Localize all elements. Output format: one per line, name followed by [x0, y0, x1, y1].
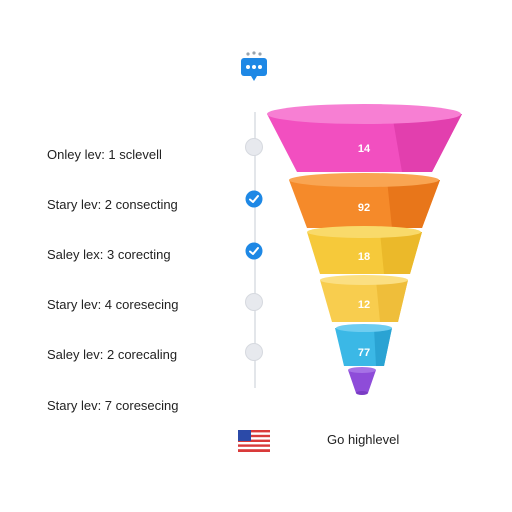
- funnel-stage-3-value: 18: [358, 251, 370, 263]
- funnel-chart: 14 92 18 12 77: [267, 104, 462, 395]
- funnel-stage-4: 12: [320, 275, 408, 322]
- step-label-2: Stary lev: 2 consecting: [47, 197, 178, 212]
- step-marker-pending: [245, 343, 263, 361]
- chat-bubble-icon: [241, 51, 267, 81]
- step-label-1: Onley lev: 1 sclevell: [47, 147, 162, 162]
- check-circle-icon: [245, 242, 263, 260]
- step-marker-pending: [245, 293, 263, 311]
- funnel-stage-4-value: 12: [358, 299, 370, 311]
- step-label-4: Stary lev: 4 coresecing: [47, 297, 179, 312]
- funnel-stage-6: [348, 367, 376, 395]
- check-circle-icon: [245, 190, 263, 208]
- funnel-stage-2: 92: [289, 173, 440, 228]
- funnel-stage-2-value: 92: [358, 202, 370, 214]
- funnel-stage-1: 14: [267, 104, 462, 172]
- step-label-6: Stary lev: 7 coresecing: [47, 398, 179, 413]
- funnel-stage-1-value: 14: [358, 143, 371, 155]
- step-label-5: Saley lev: 2 corecaling: [47, 347, 178, 362]
- funnel-stage-5: 77: [335, 324, 392, 366]
- funnel-stage-5-value: 77: [358, 347, 370, 359]
- step-marker-pending: [245, 138, 263, 156]
- funnel-stage-3: 18: [307, 226, 422, 274]
- us-flag-icon: [238, 430, 270, 452]
- step-label-3: Saley lex: 3 corecting: [47, 247, 171, 262]
- footer-brand-text: Go highlevel: [327, 432, 400, 447]
